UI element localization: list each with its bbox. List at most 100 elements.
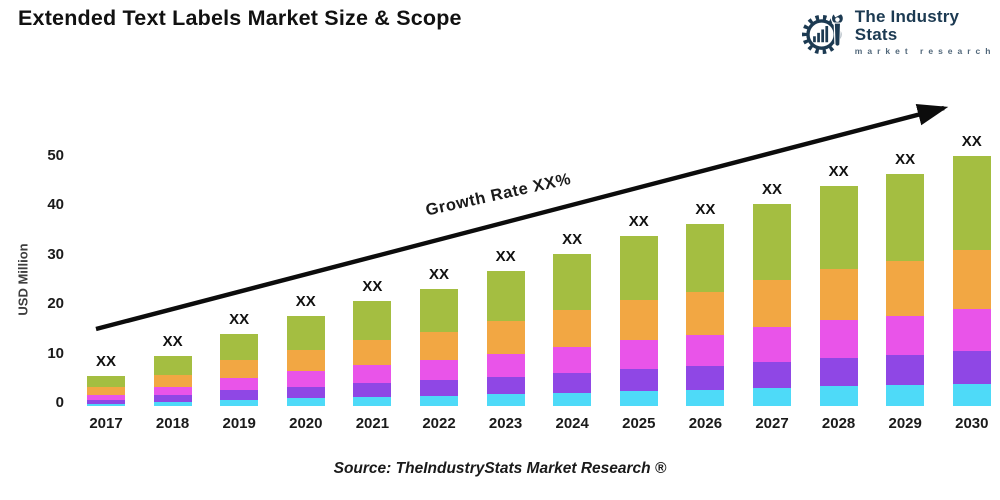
bar-2029 xyxy=(886,173,925,406)
bar-2025 xyxy=(619,236,658,406)
segment-magenta xyxy=(686,335,725,366)
segment-cyan xyxy=(87,403,125,406)
segment-green xyxy=(220,333,259,360)
x-axis-label-2027: 2027 xyxy=(755,415,789,432)
segment-cyan xyxy=(753,388,791,406)
segment-orange xyxy=(220,360,259,378)
segment-orange xyxy=(486,321,525,354)
x-axis-label-2017: 2017 xyxy=(89,415,123,432)
y-tick-label: 10 xyxy=(47,344,64,362)
y-tick-label: 50 xyxy=(47,146,64,164)
segment-green xyxy=(952,156,991,250)
x-axis-label-2021: 2021 xyxy=(355,415,390,432)
segment-green xyxy=(286,316,325,350)
segment-magenta xyxy=(753,327,791,362)
bar-2021 xyxy=(353,301,392,406)
segment-purple xyxy=(619,368,658,391)
segment-green xyxy=(886,173,925,261)
segment-orange xyxy=(153,374,192,387)
segment-magenta xyxy=(353,365,392,383)
segment-orange xyxy=(87,387,125,395)
segment-purple xyxy=(952,351,991,384)
segment-magenta xyxy=(553,346,592,373)
segment-orange xyxy=(619,299,658,340)
segment-cyan xyxy=(353,396,392,406)
bar-value-label: XX xyxy=(895,150,916,168)
segment-purple xyxy=(486,376,525,394)
y-tick-label: 0 xyxy=(55,394,64,411)
segment-cyan xyxy=(153,401,192,406)
segment-cyan xyxy=(220,399,259,406)
segment-green xyxy=(753,203,791,280)
segment-magenta xyxy=(420,360,458,380)
logo-name: The Industry Stats xyxy=(854,6,960,44)
industry-stats-logo: The Industry Stats market research xyxy=(802,7,1000,57)
segment-purple xyxy=(153,395,192,402)
segment-purple xyxy=(886,355,925,385)
segment-orange xyxy=(753,279,791,327)
segment-magenta xyxy=(886,315,925,355)
page-title: Extended Text Labels Market Size & Scope xyxy=(18,6,462,30)
x-axis-label-2019: 2019 xyxy=(222,415,256,432)
segment-purple xyxy=(553,372,592,393)
source-attribution: Source: TheIndustryStats Market Research… xyxy=(333,460,667,477)
segment-purple xyxy=(686,366,725,390)
segment-purple xyxy=(220,390,259,400)
segment-green xyxy=(153,356,192,375)
x-axis-label-2023: 2023 xyxy=(488,415,523,432)
segment-orange xyxy=(686,292,725,335)
segment-magenta xyxy=(619,339,658,369)
bar-value-label: XX xyxy=(362,278,383,295)
segment-orange xyxy=(420,332,458,360)
bar-2030 xyxy=(952,156,991,406)
bar-value-label: XX xyxy=(828,163,849,180)
segment-green xyxy=(87,376,125,387)
bar-value-label: XX xyxy=(562,230,583,248)
x-axis-label-2029: 2029 xyxy=(888,415,922,432)
logo-tagline: market research xyxy=(854,46,996,57)
x-axis-label-2020: 2020 xyxy=(289,415,323,432)
segment-green xyxy=(619,236,658,300)
segment-purple xyxy=(87,399,125,404)
segment-green xyxy=(819,186,858,269)
segment-cyan xyxy=(886,385,925,406)
segment-cyan xyxy=(819,386,858,406)
segment-cyan xyxy=(286,398,325,406)
segment-purple xyxy=(353,383,392,397)
bar-2022 xyxy=(420,288,458,406)
segment-purple xyxy=(753,361,791,388)
x-axis-label-2028: 2028 xyxy=(821,415,856,432)
segment-orange xyxy=(886,261,925,316)
segment-cyan xyxy=(553,392,592,406)
segment-cyan xyxy=(952,383,991,406)
bar-2017 xyxy=(87,376,125,406)
x-axis-label-2022: 2022 xyxy=(422,415,456,432)
bar-value-label: XX xyxy=(961,133,982,150)
segment-magenta xyxy=(220,377,259,390)
segment-purple xyxy=(286,386,325,398)
segment-orange xyxy=(286,349,325,371)
segment-cyan xyxy=(420,395,458,406)
segment-cyan xyxy=(686,389,725,406)
bar-value-label: XX xyxy=(761,180,782,198)
segment-green xyxy=(420,288,458,332)
segment-orange xyxy=(553,310,592,347)
x-axis-label-2024: 2024 xyxy=(555,415,589,432)
bar-2023 xyxy=(486,271,525,406)
bar-2027 xyxy=(753,203,791,406)
bar-value-label: XX xyxy=(295,293,316,310)
segment-orange xyxy=(819,268,858,320)
logo-text: The Industry Stats market research xyxy=(854,6,1000,57)
bar-2020 xyxy=(286,316,325,406)
bar-value-label: XX xyxy=(95,353,116,370)
y-tick-label: 20 xyxy=(47,295,64,312)
bar-2026 xyxy=(686,223,725,406)
x-axis-label-2030: 2030 xyxy=(955,415,989,432)
bar-2028 xyxy=(819,186,858,406)
bar-value-label: XX xyxy=(428,265,449,283)
segment-green xyxy=(686,223,725,292)
bar-value-label: XX xyxy=(628,213,649,230)
segment-green xyxy=(553,253,592,310)
